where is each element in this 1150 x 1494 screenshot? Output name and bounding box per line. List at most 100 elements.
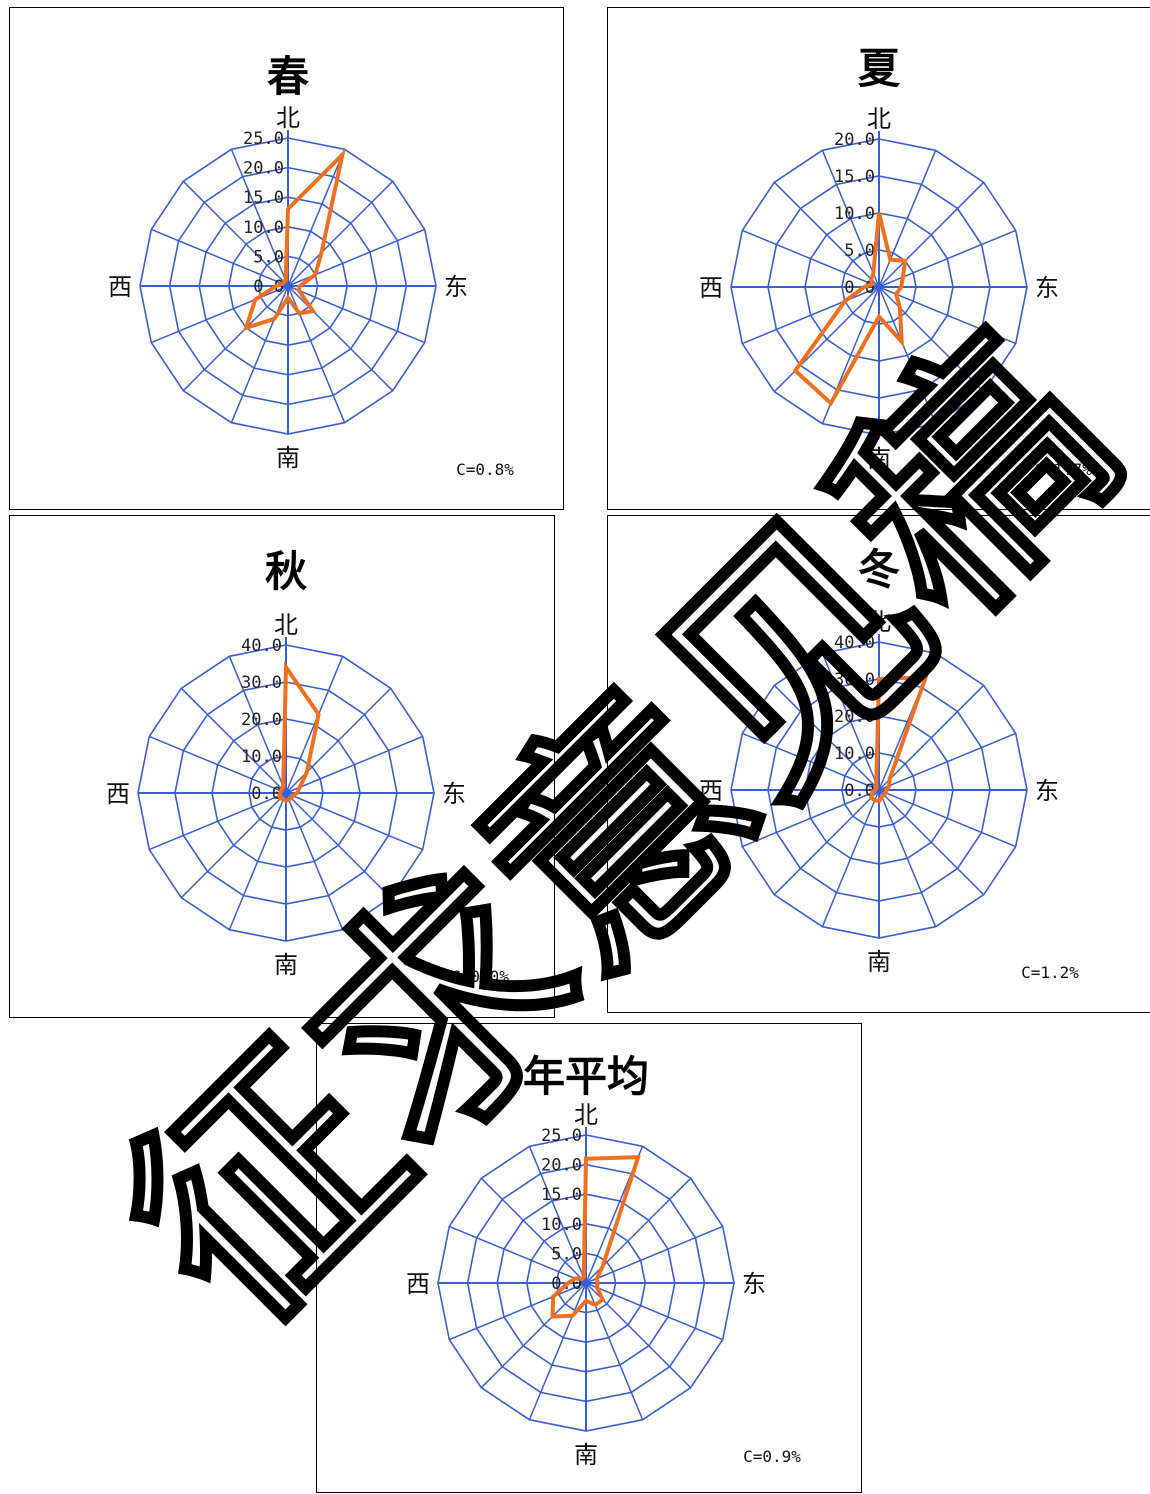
grid-spoke <box>180 792 287 899</box>
direction-label-south: 南 <box>574 1441 598 1469</box>
radial-tick-label: 15.0 <box>541 1185 582 1205</box>
frequency-series <box>243 148 346 331</box>
chart-title: 冬 <box>858 545 900 594</box>
calm-frequency-label: C=1.7% <box>1034 460 1092 479</box>
grid-spoke <box>528 1282 587 1420</box>
radial-tick-label: 20.0 <box>541 1156 582 1176</box>
radial-tick-label: 30.0 <box>834 670 875 690</box>
direction-label-east: 东 <box>1035 777 1059 805</box>
grid-spoke <box>773 789 880 896</box>
grid-spoke <box>528 1146 587 1284</box>
direction-label-south: 南 <box>867 445 891 473</box>
grid-spoke <box>285 656 344 794</box>
direction-label-south: 南 <box>867 948 891 976</box>
direction-label-east: 东 <box>442 780 466 808</box>
radial-tick-label: 40.0 <box>241 636 282 656</box>
direction-label-west: 西 <box>406 1270 430 1298</box>
radial-tick-label: 20.0 <box>834 130 875 150</box>
direction-label-east: 东 <box>1035 274 1059 302</box>
grid-spoke <box>228 656 287 794</box>
grid-spoke <box>230 149 289 287</box>
grid-spoke <box>285 792 423 851</box>
direction-label-north: 北 <box>574 1101 598 1129</box>
radial-tick-label: 10.0 <box>541 1215 582 1235</box>
grid-spoke <box>151 228 289 287</box>
radial-tick-label: 20.0 <box>243 159 284 179</box>
grid-spoke <box>742 286 880 345</box>
grid-spoke <box>449 1282 587 1341</box>
calm-frequency-label: C=1.2% <box>1021 963 1079 982</box>
direction-label-east: 东 <box>444 273 468 301</box>
frequency-series <box>792 212 908 407</box>
radial-tick-label: 15.0 <box>834 167 875 187</box>
grid-spoke <box>480 1177 587 1284</box>
grid-spoke <box>878 286 985 393</box>
frequency-series <box>868 675 929 804</box>
direction-label-south: 南 <box>274 951 298 979</box>
grid-spoke <box>878 181 985 288</box>
chart-panel-spring: 春 25.0 20.0 15.0 10.0 5.0 0.0 北东南 西 C=0.8% <box>9 7 564 510</box>
radial-tick-label: 25.0 <box>243 129 284 149</box>
radial-tick-label: 5.0 <box>551 1244 582 1264</box>
radial-tick-label: 10.0 <box>834 204 875 224</box>
grid-spoke <box>585 1225 723 1284</box>
direction-label-north: 北 <box>867 608 891 636</box>
wind-rose-autumn: 秋 40.0 30.0 20.0 10.0 0.0 北东南 西 C=0.0% <box>106 547 509 986</box>
grid-spoke <box>287 285 425 344</box>
grid-spoke <box>287 180 394 287</box>
grid-spoke <box>878 286 937 424</box>
radial-tick-label: 20.0 <box>241 710 282 730</box>
chart-title: 春 <box>267 52 309 101</box>
direction-label-north: 北 <box>276 104 300 132</box>
wind-rose-winter: 冬 40.0 30.0 20.0 10.0 0.0 北东南 西 C=1.2% <box>699 545 1079 982</box>
grid-spoke <box>182 180 289 287</box>
chart-panel-autumn: 秋 40.0 30.0 20.0 10.0 0.0 北东南 西 C=0.0% <box>9 515 555 1018</box>
direction-label-west: 西 <box>108 273 132 301</box>
grid-spoke <box>182 285 289 392</box>
grid-spoke <box>287 149 346 287</box>
grid-spoke <box>821 653 880 791</box>
radial-tick-label: 0.0 <box>844 781 875 801</box>
chart-panel-annual: 年平均 25.0 20.0 15.0 10.0 5.0 0.0 北东南西 C=0.9% <box>316 1023 862 1493</box>
grid-spoke <box>878 789 985 896</box>
direction-label-east: 东 <box>742 1270 766 1298</box>
grid-spoke <box>585 1282 723 1341</box>
chart-panel-summer: 夏 20.0 15.0 10.0 5.0 0.0 北东南西 C=1.7% <box>607 7 1150 510</box>
direction-label-north: 北 <box>867 105 891 133</box>
radial-tick-label: 40.0 <box>834 633 875 653</box>
chart-panel-winter: 冬 40.0 30.0 20.0 10.0 0.0 北东南 西 C=1.2% <box>607 515 1150 1013</box>
calm-frequency-label: C=0.0% <box>451 967 509 986</box>
radial-tick-label: 0.0 <box>251 784 282 804</box>
grid-spoke <box>180 687 287 794</box>
grid-spoke <box>773 684 880 791</box>
grid-spoke <box>878 286 1016 345</box>
grid-spoke <box>773 286 880 393</box>
grid-spoke <box>449 1225 587 1284</box>
radial-tick-label: 15.0 <box>243 188 284 208</box>
grid-spoke <box>149 735 287 794</box>
grid-spoke <box>742 789 880 848</box>
frequency-series <box>550 1155 641 1319</box>
direction-label-south: 南 <box>276 444 300 472</box>
direction-label-west: 西 <box>699 274 723 302</box>
grid-spoke <box>480 1282 587 1389</box>
radial-tick-label: 10.0 <box>834 744 875 764</box>
wind-rose-spring: 春 25.0 20.0 15.0 10.0 5.0 0.0 北东南 西 C=0.8% <box>108 52 514 479</box>
radial-tick-label: 25.0 <box>541 1126 582 1146</box>
grid-spoke <box>878 150 937 288</box>
grid-spoke <box>878 684 985 791</box>
grid-spoke <box>878 789 1016 848</box>
direction-label-west: 西 <box>699 777 723 805</box>
chart-title: 夏 <box>858 44 901 93</box>
chart-title: 年平均 <box>523 1052 649 1101</box>
chart-title: 秋 <box>265 547 307 596</box>
grid-spoke <box>287 285 394 392</box>
grid-spoke <box>285 735 423 794</box>
radial-tick-label: 5.0 <box>844 241 875 261</box>
direction-label-west: 西 <box>106 780 130 808</box>
grid-spoke <box>285 687 392 794</box>
grid-spoke <box>773 181 880 288</box>
grid-spoke <box>742 229 880 288</box>
